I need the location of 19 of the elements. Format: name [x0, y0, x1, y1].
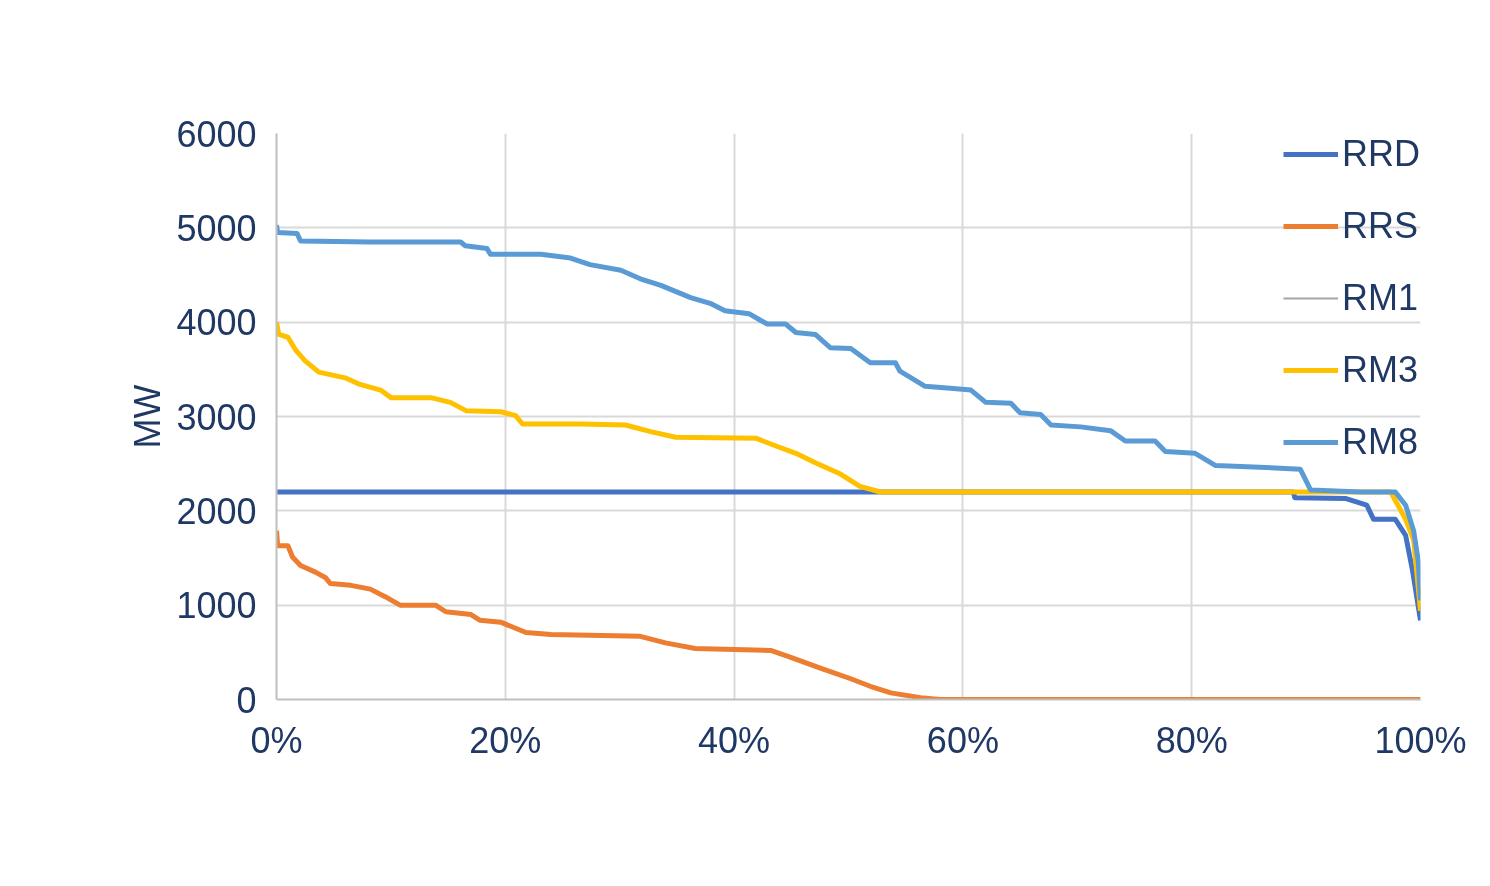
y-tick-label: 3000 — [176, 396, 257, 438]
x-tick-label: 60% — [926, 719, 999, 761]
x-tick-label: 20% — [469, 719, 542, 761]
y-tick-label: 2000 — [176, 490, 257, 532]
legend-label: RRD — [1342, 133, 1420, 175]
y-tick-label: 1000 — [176, 585, 257, 627]
legend-label: RM8 — [1342, 421, 1419, 463]
x-tick-label: 0% — [250, 719, 303, 761]
x-tick-label: 100% — [1374, 719, 1467, 761]
legend-label: RRS — [1342, 205, 1419, 247]
legend-label: RM3 — [1342, 349, 1419, 391]
x-tick-label: 40% — [698, 719, 771, 761]
legend-label: RM1 — [1342, 277, 1419, 319]
x-tick-label: 80% — [1155, 719, 1228, 761]
y-tick-label: 4000 — [176, 302, 257, 344]
y-tick-label: 5000 — [176, 207, 257, 249]
y-tick-label: 0 — [236, 679, 257, 721]
y-tick-label: 6000 — [176, 113, 257, 155]
y-axis-title: MW — [127, 384, 169, 449]
